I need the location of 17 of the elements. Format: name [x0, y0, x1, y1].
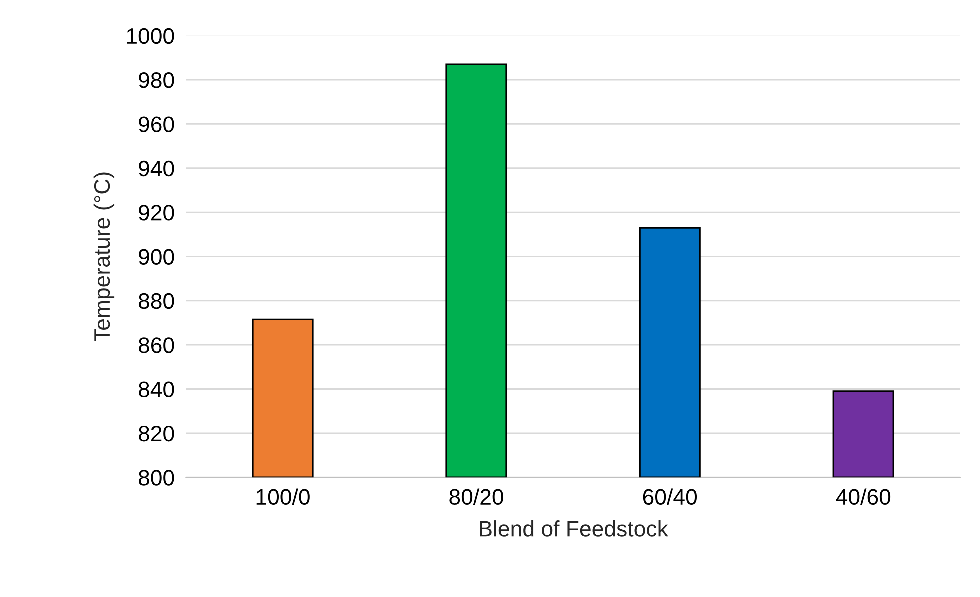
x-tick-label: 60/40 — [643, 488, 698, 506]
y-tick-label: 980 — [139, 72, 174, 88]
x-tick-label: 100/0 — [256, 488, 310, 506]
x-tick-label: 40/60 — [836, 488, 891, 506]
y-axis-title: Temperature (°C) — [94, 172, 115, 342]
y-tick-label: 940 — [139, 160, 174, 177]
y-tick-label: 920 — [139, 205, 174, 221]
x-tick-label: 80/20 — [450, 488, 504, 506]
y-tick-label: 800 — [138, 470, 174, 486]
y-tick-label: 820 — [138, 426, 174, 442]
y-tick-label: 1000 — [127, 28, 174, 44]
y-tick-label: 900 — [139, 249, 174, 265]
y-tick-label: 840 — [138, 382, 174, 398]
y-tick-label: 860 — [138, 338, 174, 354]
y-tick-label: 880 — [138, 293, 174, 310]
y-tick-label: 960 — [139, 116, 174, 132]
x-axis-title: Blend of Feedstock — [480, 520, 668, 537]
